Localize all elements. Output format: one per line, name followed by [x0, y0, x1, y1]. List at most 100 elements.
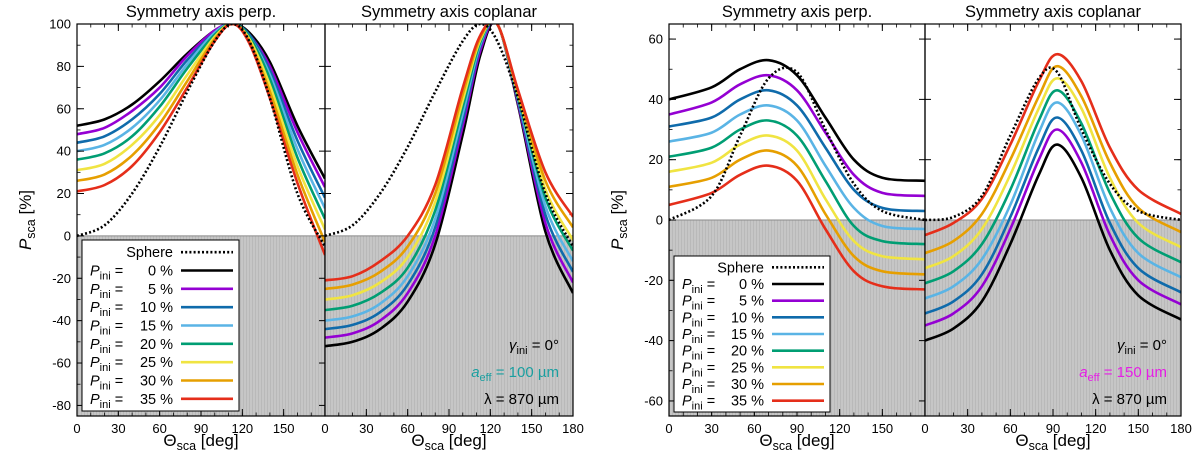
gamma-symbol: γ — [1117, 337, 1126, 354]
legend-sphere-label: Sphere — [126, 245, 173, 261]
legend-entry-value: 10 % — [731, 310, 764, 326]
panel-title: Symmetry axis perp. — [126, 3, 276, 21]
legend-entry-label: Pini = — [90, 319, 123, 338]
x-label-main: Θ — [411, 431, 424, 450]
sphere-line — [669, 66, 925, 222]
x-tick-label: 180 — [562, 421, 584, 436]
x-tick-label: 60 — [152, 421, 166, 436]
y-tick-label: 80 — [57, 59, 71, 74]
series-line-4 — [669, 119, 925, 246]
y-tick-label: 20 — [57, 186, 71, 201]
x-tick-label: 0 — [665, 421, 672, 436]
legend-entry-label: Pini = — [682, 377, 715, 396]
x-tick-label: 90 — [790, 421, 804, 436]
legend-entry-label: Pini = — [90, 392, 123, 411]
x-tick-label: 150 — [273, 421, 295, 436]
legend-entry-label: Pini = — [682, 344, 715, 363]
x-tick-label: 90 — [1046, 421, 1060, 436]
legend-entry-label: Pini = — [90, 282, 123, 301]
annotation-aeff: aeff = 100 µm — [471, 364, 559, 384]
legend-entry-value: 30 % — [140, 374, 173, 390]
legend-entry-label: Pini = — [90, 355, 123, 374]
legend-p-symbol: P — [90, 392, 100, 408]
legend-equals: = — [703, 327, 716, 343]
x-tick-label: 150 — [871, 421, 893, 436]
y-tick-label: -20 — [52, 271, 71, 286]
legend-entry-label: Pini = — [682, 394, 715, 413]
panel-title: Symmetry axis perp. — [722, 3, 872, 21]
series-line-2 — [925, 116, 1181, 315]
y-label-unit: [%] — [16, 190, 35, 219]
legend-sphere-label: Sphere — [717, 260, 764, 276]
legend-equals: = — [703, 377, 716, 393]
y-tick-label: 60 — [57, 101, 71, 116]
series-line-1 — [669, 73, 925, 198]
x-tick-label: 30 — [704, 421, 718, 436]
legend-equals: = — [703, 277, 716, 293]
series-line-1 — [77, 24, 325, 188]
panel-title: Symmetry axis coplanar — [361, 3, 538, 21]
y-label-sub: sca — [24, 219, 38, 239]
sphere-line — [77, 24, 325, 248]
negative-region-shade — [325, 235, 573, 416]
legend-p-sub: ini — [100, 362, 111, 374]
legend-equals: = — [111, 337, 124, 353]
legend-entry-label: Pini = — [90, 374, 123, 393]
legend-p-sub: ini — [692, 351, 703, 363]
legend-entry-value: 35 % — [140, 392, 173, 408]
y-tick-label: -80 — [52, 398, 71, 413]
annotation-lambda: λ = 870 µm — [484, 391, 559, 408]
gamma-sub: ini — [1125, 345, 1136, 357]
series-line-5 — [669, 134, 925, 261]
gamma-value: = 0° — [528, 337, 559, 354]
y-axis-label: Psca [%] — [608, 190, 630, 250]
sphere-line — [325, 24, 573, 248]
annotation-gamma: γini = 0° — [1117, 337, 1167, 357]
legend-entry-label: Pini = — [90, 264, 123, 283]
legend-p-sub: ini — [100, 344, 111, 356]
legend-entry-label: Pini = — [90, 300, 123, 319]
series-line-7 — [77, 24, 325, 256]
legend-equals: = — [111, 355, 124, 371]
legend-entry-value: 5 % — [148, 282, 173, 298]
x-tick-label: 30 — [359, 421, 373, 436]
legend-entry-value: 0 % — [739, 277, 764, 293]
x-label-sub: sca — [1029, 439, 1049, 453]
annotation-aeff: aeff = 150 µm — [1079, 364, 1167, 384]
x-label-main: Θ — [759, 431, 772, 450]
x-tick-label: 0 — [321, 421, 328, 436]
y-tick-label: 40 — [57, 144, 71, 159]
sphere-line — [925, 66, 1181, 222]
x-tick-label: 120 — [829, 421, 851, 436]
legend-entry-value: 25 % — [140, 355, 173, 371]
series-line-5 — [925, 76, 1181, 270]
x-axis-label: Θsca [deg] — [1015, 431, 1090, 453]
y-label-sub: sca — [616, 219, 630, 239]
series-line-6 — [925, 64, 1181, 255]
legend-p-sub: ini — [100, 381, 111, 393]
gamma-value: = 0° — [1136, 337, 1167, 354]
legend-p-symbol: P — [682, 360, 692, 376]
legend-entry-label: Pini = — [682, 360, 715, 379]
aeff-symbol: a — [1079, 364, 1087, 381]
legend-p-symbol: P — [682, 327, 692, 343]
panel-title: Symmetry axis coplanar — [965, 3, 1142, 21]
y-tick-label: 60 — [649, 32, 663, 47]
legend-equals: = — [703, 360, 716, 376]
series-line-7 — [669, 164, 925, 291]
legend-entry-value: 25 % — [731, 360, 764, 376]
x-label-unit: [deg] — [444, 431, 487, 450]
series-line-1 — [925, 128, 1181, 327]
legend-equals: = — [703, 394, 716, 410]
legend-p-symbol: P — [682, 377, 692, 393]
aeff-sub: eff — [1088, 372, 1101, 384]
x-label-unit: [deg] — [1048, 431, 1091, 450]
legend-p-symbol: P — [682, 277, 692, 293]
y-tick-label: -40 — [644, 333, 663, 348]
series-line-3 — [925, 101, 1181, 300]
legend-entry-value: 35 % — [731, 394, 764, 410]
x-tick-label: 120 — [231, 421, 253, 436]
x-tick-label: 30 — [960, 421, 974, 436]
